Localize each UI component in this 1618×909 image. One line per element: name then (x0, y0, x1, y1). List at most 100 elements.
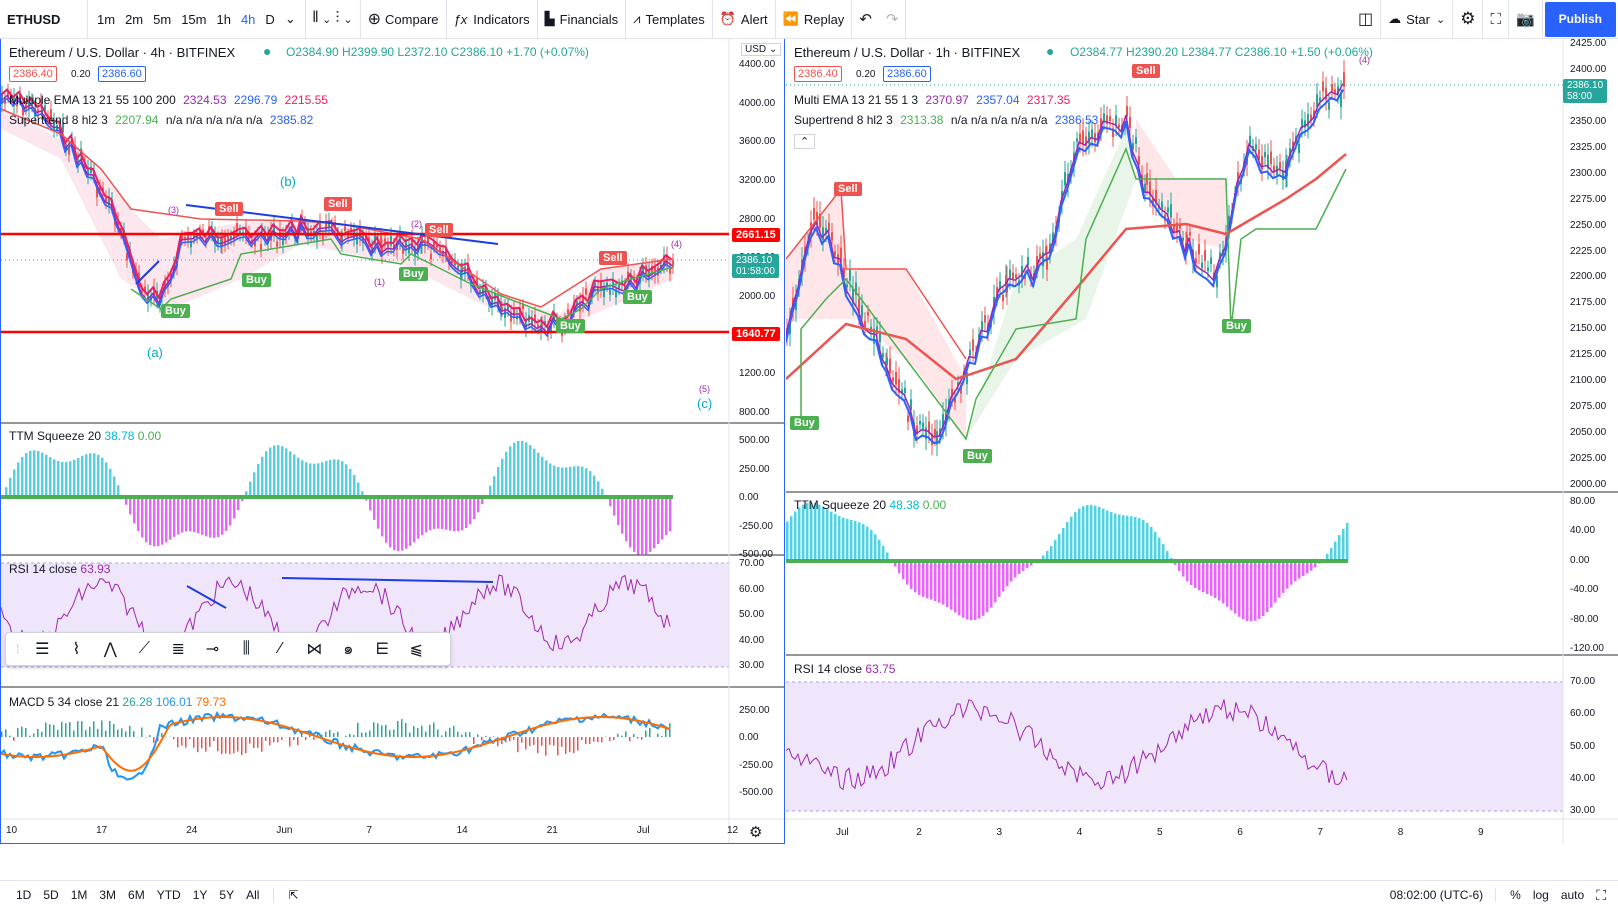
fib-retracement-icon[interactable]: ≣ (171, 641, 186, 658)
interval-D[interactable]: D (265, 11, 275, 27)
interval-4h[interactable]: 4h (240, 11, 256, 27)
financials-button[interactable]: ▙ Financials (538, 0, 627, 39)
macd-hist-bar (289, 737, 291, 747)
candle-body (408, 246, 410, 254)
interval-2m[interactable]: 2m (125, 11, 144, 27)
right-time-tick: 8 (1397, 827, 1404, 838)
auto-toggle[interactable]: auto (1560, 888, 1585, 902)
left-rsi-legend[interactable]: RSI 14 close 63.93 (9, 562, 110, 576)
macd-hist-bar (225, 737, 227, 754)
ttm-bar (1178, 561, 1181, 572)
indicators-button[interactable]: ƒx Indicators (447, 0, 538, 39)
candle-body (1126, 106, 1128, 117)
percent-toggle[interactable]: % (1510, 888, 1521, 902)
left-rsi-tick: 40.00 (739, 634, 765, 646)
left-ask-button[interactable]: 2386.60 (98, 66, 146, 82)
macd-hist-bar (249, 737, 251, 744)
compare-button[interactable]: ⊕ Compare (361, 0, 447, 39)
macd-hist-bar (229, 737, 231, 755)
drag-handle-icon[interactable]: ⁞ (16, 642, 20, 656)
ttm-bar (1218, 561, 1221, 601)
sell-signal: Sell (1132, 64, 1160, 78)
interval-15m[interactable]: 15m (181, 11, 207, 27)
range-6m[interactable]: 6M (128, 888, 145, 902)
ttm-value: 38.78 (104, 429, 135, 443)
interval-1h[interactable]: 1h (216, 11, 231, 27)
left-bid-button[interactable]: 2386.40 (9, 66, 57, 82)
left-axis-settings-button[interactable]: ⚙ (749, 823, 762, 841)
right-supertrend-legend[interactable]: Supertrend 8 hl2 3 2313.38 n/a n/a n/a n… (794, 113, 1098, 127)
range-ytd[interactable]: YTD (156, 888, 181, 902)
chart-style-button[interactable]: 𝍪 ⌄ ⫶ ⌄ (306, 0, 361, 39)
range-1m[interactable]: 1M (70, 888, 88, 902)
ttm-bar (569, 466, 572, 497)
layout-button[interactable]: ◫ (1351, 0, 1382, 39)
goto-date-button[interactable]: ⇱ (273, 888, 304, 902)
elliott-wave-icon[interactable]: ⋈ (306, 641, 323, 658)
symbol-search[interactable]: ETHUSD (0, 0, 88, 39)
left-ema-legend[interactable]: Multiple EMA 13 21 55 100 200 2324.53 22… (9, 93, 328, 107)
range-1y[interactable]: 1Y (192, 888, 208, 902)
interval-5m[interactable]: 5m (153, 11, 172, 27)
line-tool-icon[interactable]: ∕ (279, 640, 282, 657)
fib-spiral-icon[interactable]: ๑ (343, 640, 354, 658)
right-bid-button[interactable]: 2386.40 (794, 66, 842, 82)
right-chart-canvas[interactable] (786, 39, 1618, 844)
macd-hist-bar (161, 733, 163, 737)
macd-hist-bar (53, 724, 55, 737)
undo-button[interactable]: ↶ (852, 0, 879, 39)
left-ttm-legend[interactable]: TTM Squeeze 20 38.78 0.00 (9, 429, 161, 443)
drawing-toolbar[interactable]: ⁞ ☰ ⌇ ⋀ ⟋ ≣ ⊸ ⫼ ∕ ⋈ ๑ ⋿ ⫹ (5, 632, 451, 666)
macd-hist-bar (445, 731, 447, 737)
left-supertrend-legend[interactable]: Supertrend 8 hl2 3 2207.94 n/a n/a n/a n… (9, 113, 313, 127)
left-chart[interactable]: Ethereum / U.S. Dollar · 4h · BITFINEX ●… (0, 39, 785, 844)
candle-body (999, 281, 1001, 290)
regression-icon[interactable]: ⋿ (375, 641, 390, 658)
trend-line-icon[interactable]: ⟋ (138, 640, 150, 657)
range-1d[interactable]: 1D (16, 888, 32, 902)
left-macd-legend[interactable]: MACD 5 34 close 21 26.28 106.01 79.73 (9, 695, 226, 709)
screenshot-button[interactable]: 📷 (1509, 0, 1543, 39)
candle-body (1228, 215, 1230, 228)
candle-body (1076, 138, 1078, 142)
vertical-lines-icon[interactable]: ⫼ (242, 640, 251, 657)
right-countdown: 58:00 (1567, 91, 1593, 102)
interval-dropdown-icon[interactable]: ⌄ (284, 11, 296, 26)
right-rsi-legend[interactable]: RSI 14 close 63.75 (794, 662, 895, 676)
range-all[interactable]: All (246, 888, 260, 902)
horizontal-lines-tool-icon[interactable]: ☰ (35, 641, 50, 658)
price-range-icon[interactable]: ⫹ (409, 641, 424, 658)
ttm-bar (465, 497, 468, 529)
fullscreen-button[interactable]: ⛶ (1483, 0, 1509, 39)
settings-button[interactable]: ⚙ (1453, 0, 1484, 39)
redo-button[interactable]: ↷ (879, 0, 907, 39)
collapse-legend-button[interactable]: ⌃ (794, 134, 816, 149)
range-5d[interactable]: 5D (43, 888, 59, 902)
publish-button[interactable]: Publish (1544, 1, 1616, 37)
right-chart[interactable]: Ethereum / U.S. Dollar · 1h · BITFINEX ●… (786, 39, 1618, 844)
wave-label-1: (1) (374, 277, 385, 287)
xabcd-pattern-icon[interactable]: ⋀ (103, 641, 117, 658)
currency-button[interactable]: USD ⌄ (741, 43, 782, 56)
save-cloud-button[interactable]: ☁ Star ⌄ (1381, 0, 1454, 39)
templates-button[interactable]: ⩘ Templates (626, 0, 713, 39)
log-toggle[interactable]: log (1532, 888, 1549, 902)
fullscreen-icon[interactable]: ⛶ (1596, 886, 1606, 903)
clock[interactable]: 08:02:00 (UTC-6) (1384, 888, 1497, 902)
right-ttm-legend[interactable]: TTM Squeeze 20 48.38 0.00 (794, 498, 946, 512)
candle-body (582, 295, 584, 305)
right-ema-legend[interactable]: Multi EMA 13 21 55 1 3 2370.97 2357.04 2… (794, 93, 1070, 107)
alert-button[interactable]: ⏰ Alert (713, 0, 776, 39)
rsi-trend-line (186, 585, 227, 609)
right-ask-button[interactable]: 2386.60 (883, 66, 931, 82)
ttm-bar (818, 504, 821, 561)
interval-1m[interactable]: 1m (97, 11, 116, 27)
wave-label-3: (3) (168, 205, 179, 215)
pattern-tool-icon[interactable]: ⌇ (72, 641, 81, 658)
supertrend-label: Supertrend 8 hl2 3 (794, 113, 893, 127)
horizontal-ray-icon[interactable]: ⊸ (205, 641, 220, 658)
range-5y[interactable]: 5Y (219, 888, 235, 902)
range-3m[interactable]: 3M (99, 888, 117, 902)
left-time-tick: 17 (96, 825, 108, 836)
replay-button[interactable]: ⏪ Replay (776, 0, 853, 39)
